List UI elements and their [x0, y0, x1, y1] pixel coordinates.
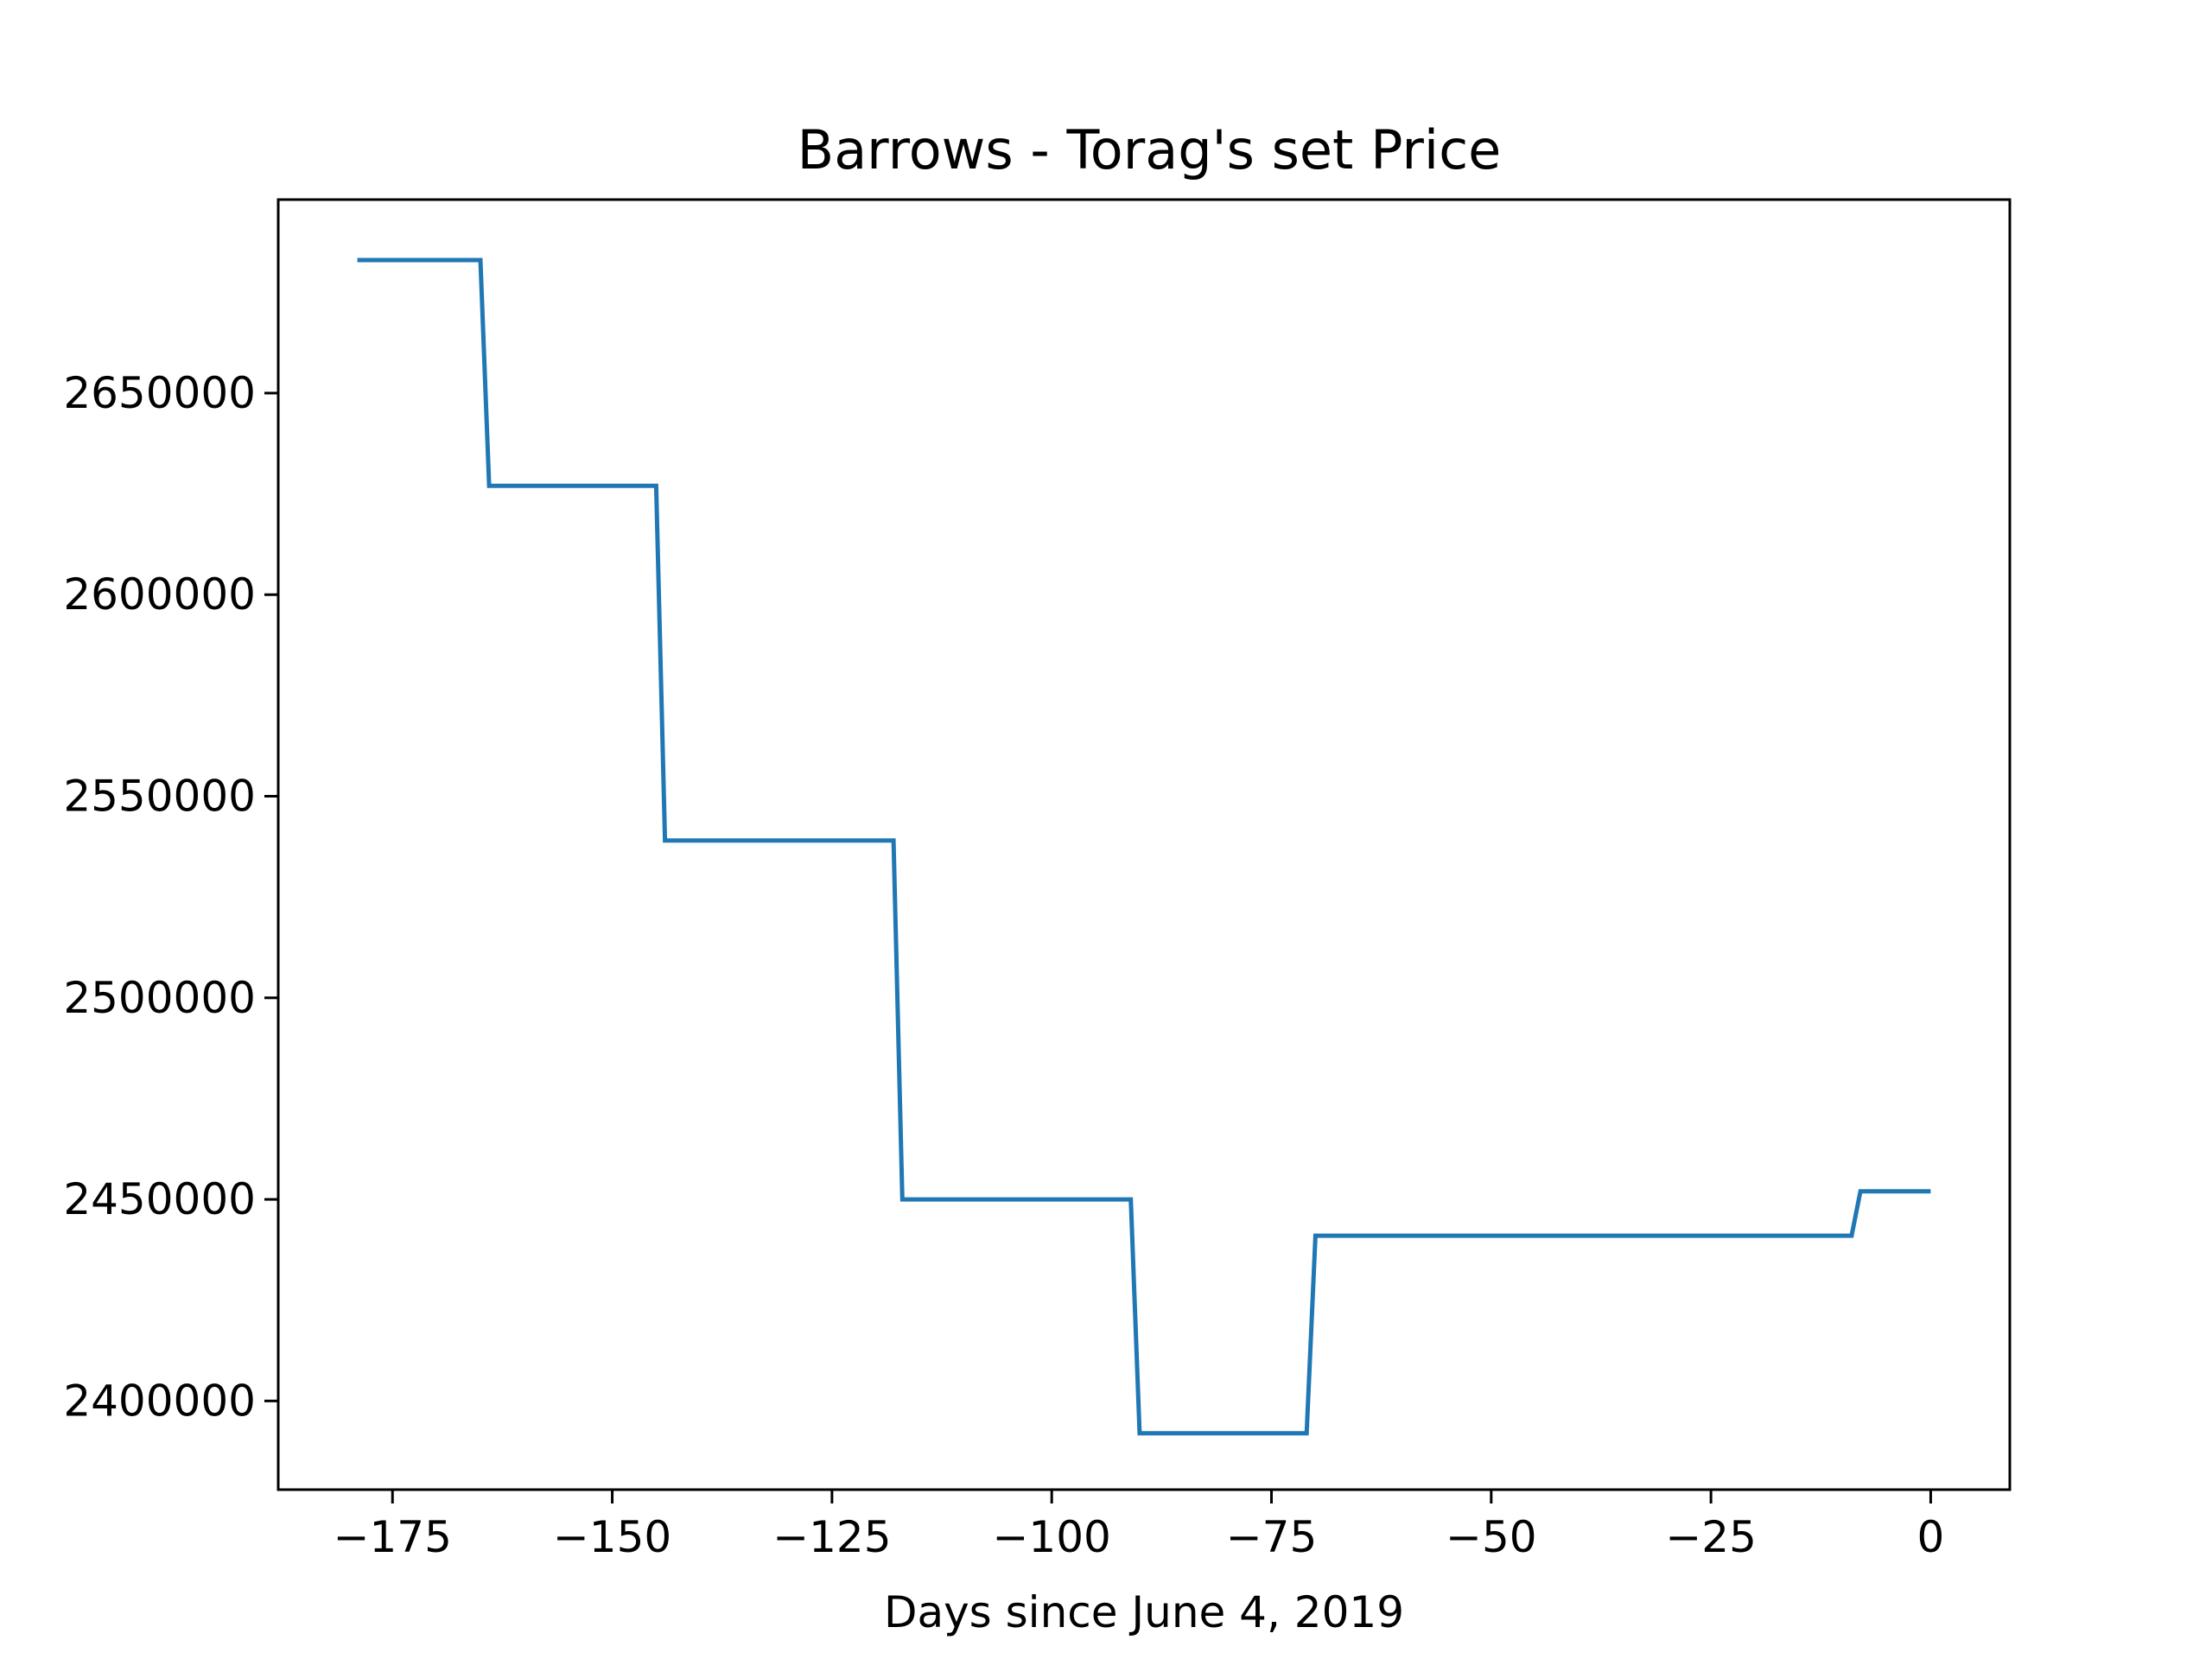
x-axis-ticks: −175 −150 −125 −100 −75 −50 −25 0 [334, 1490, 1945, 1562]
y-tick-label: 2600000 [63, 569, 256, 620]
series-layer [357, 257, 1931, 1436]
x-tick-label: 0 [1917, 1512, 1945, 1562]
y-tick-label: 2650000 [63, 368, 256, 418]
x-tick-label: −100 [993, 1512, 1111, 1562]
plot-background [278, 200, 2010, 1490]
x-tick-label: −75 [1226, 1512, 1318, 1562]
y-tick-label: 2500000 [63, 973, 256, 1023]
x-axis-label: Days since June 4, 2019 [884, 1587, 1404, 1637]
y-axis-ticks: 2400000 2450000 2500000 2550000 2600000 26500… [63, 368, 278, 1426]
x-tick-label: −125 [772, 1512, 891, 1562]
x-tick-label: −50 [1446, 1512, 1537, 1562]
series-line-1 [357, 257, 1931, 1436]
x-tick-label: −150 [553, 1512, 671, 1562]
chart-title: Barrows - Torag's set Price [798, 118, 1502, 181]
y-tick-label: 2550000 [63, 772, 256, 822]
x-tick-label: −175 [334, 1512, 452, 1562]
x-tick-label: −25 [1665, 1512, 1757, 1562]
plot-frame [276, 198, 2012, 1491]
y-tick-label: 2450000 [63, 1174, 256, 1224]
y-tick-label: 2400000 [63, 1376, 256, 1426]
plot-area [276, 198, 2012, 1491]
